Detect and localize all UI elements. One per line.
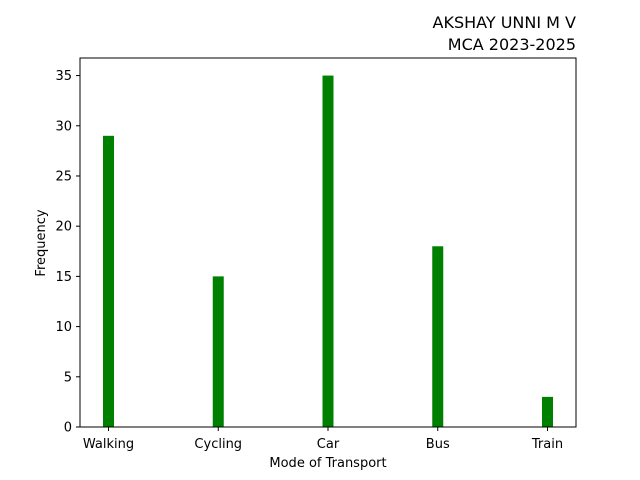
- chart-title-line-2: MCA 2023-2025: [448, 35, 576, 54]
- x-tick-label: Walking: [83, 437, 134, 452]
- y-tick-label: 10: [55, 320, 72, 335]
- x-tick-label: Car: [317, 437, 340, 452]
- y-tick-label: 25: [55, 169, 72, 184]
- bar-cycling: [212, 276, 224, 427]
- x-tick-label: Bus: [426, 437, 450, 452]
- bar-car: [322, 75, 334, 428]
- y-axis-ticks: 0 5 10 15 20 25 30 35: [55, 69, 80, 436]
- y-tick-label: 30: [55, 119, 72, 134]
- bar-bus: [432, 246, 444, 427]
- plot-frame: [79, 57, 577, 428]
- chart-title-line-1: AKSHAY UNNI M V: [433, 13, 577, 32]
- y-tick-label: 15: [55, 270, 72, 285]
- y-tick-label: 5: [64, 370, 72, 385]
- y-tick-label: 35: [55, 69, 72, 84]
- y-tick-label: 0: [64, 421, 72, 436]
- x-tick-label: Cycling: [194, 437, 242, 452]
- x-tick-label: Train: [531, 437, 563, 452]
- y-axis-label: Frequency: [34, 209, 49, 276]
- x-axis-label: Mode of Transport: [269, 456, 386, 471]
- bar-train: [542, 396, 553, 427]
- bars-group: [103, 75, 553, 428]
- x-axis-ticks: Walking Cycling Car Bus Train: [83, 427, 563, 452]
- bar-walking: [103, 135, 114, 427]
- y-tick-label: 20: [55, 220, 72, 235]
